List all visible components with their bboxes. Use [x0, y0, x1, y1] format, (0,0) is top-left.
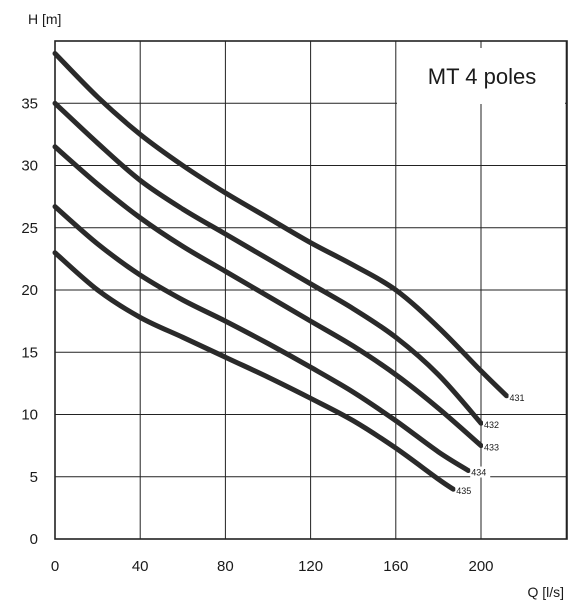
curve-432: [52, 100, 484, 426]
legend-box: [397, 48, 565, 104]
curve-label-bg: [483, 441, 503, 453]
y-tick-label: 15: [21, 344, 38, 361]
curve-435: [52, 250, 456, 492]
y-tick-label: 0: [30, 531, 38, 548]
curve-label-bg: [508, 391, 529, 403]
curve-label-bg: [455, 485, 476, 497]
y-tick-label: 10: [21, 407, 38, 424]
curve-label-431: 431: [510, 393, 525, 403]
curve-434: [52, 204, 471, 473]
grid: [55, 41, 567, 539]
x-tick-label: 200: [468, 558, 493, 575]
curve-label-432: 432: [484, 420, 499, 430]
curve-433: [52, 144, 484, 449]
tick-labels: 0 40 80 120 160 200 0 5 10 15 20 25 30 35: [21, 95, 493, 575]
curve-431: [52, 51, 510, 399]
curve-label-435: 435: [456, 486, 471, 496]
y-tick-label: 5: [30, 469, 38, 486]
curve-label-bg: [470, 466, 491, 478]
x-tick-label: 0: [51, 558, 59, 575]
y-axis-title: H [m]: [28, 11, 61, 27]
curve-label-434: 434: [471, 468, 486, 478]
x-tick-label: 80: [217, 558, 234, 575]
curve-label-433: 433: [484, 443, 499, 453]
x-tick-label: 120: [298, 558, 323, 575]
y-tick-label: 25: [21, 220, 38, 237]
y-tick-label: 35: [21, 95, 38, 112]
curve-label-bg: [483, 419, 503, 431]
x-axis-title: Q [l/s]: [527, 584, 564, 600]
x-tick-label: 160: [383, 558, 408, 575]
chart-title: MT 4 poles: [428, 64, 536, 89]
y-tick-label: 20: [21, 282, 38, 299]
plot-frame: [54, 40, 568, 540]
y-tick-label: 30: [21, 158, 38, 175]
x-tick-label: 40: [132, 558, 149, 575]
